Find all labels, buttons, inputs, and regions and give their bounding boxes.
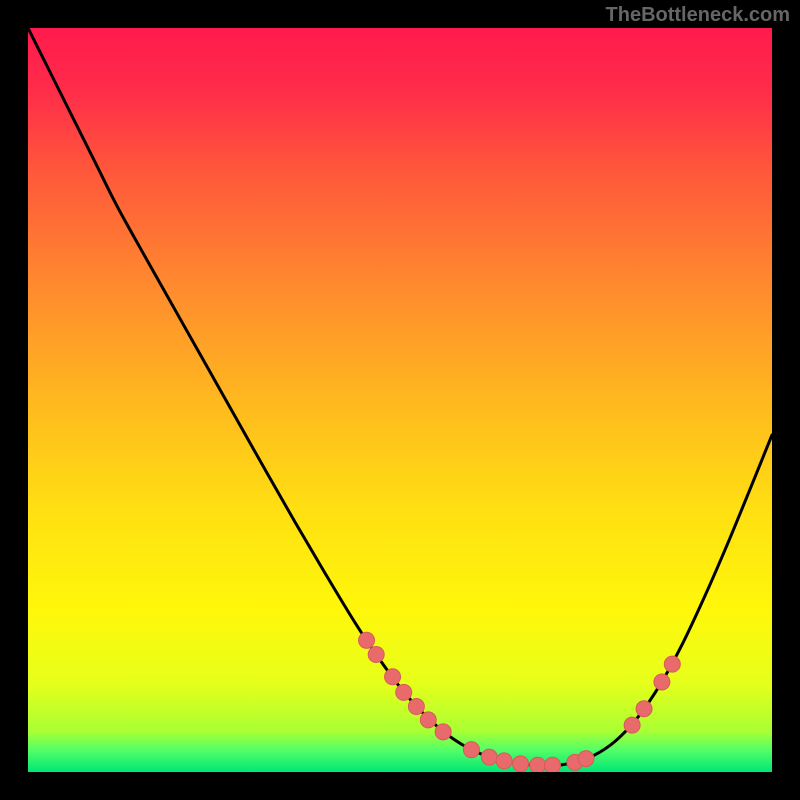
attribution-text: TheBottleneck.com <box>606 4 790 27</box>
curve-marker <box>545 757 561 772</box>
plot-area <box>28 28 772 772</box>
curve-marker <box>481 749 497 765</box>
chart-container: TheBottleneck.com <box>0 0 800 800</box>
curve-line <box>28 28 772 766</box>
curve-marker <box>396 684 412 700</box>
curve-marker <box>513 756 529 772</box>
curve-marker <box>420 712 436 728</box>
curve-marker <box>408 699 424 715</box>
curve-marker <box>435 724 451 740</box>
curve-marker <box>654 674 670 690</box>
curve-marker <box>636 701 652 717</box>
curve-marker <box>463 742 479 758</box>
curve-marker <box>368 646 384 662</box>
curve-marker <box>664 656 680 672</box>
bottleneck-curve <box>28 28 772 772</box>
curve-markers <box>359 632 681 772</box>
curve-marker <box>496 753 512 769</box>
curve-marker <box>530 757 546 772</box>
curve-marker <box>578 751 594 767</box>
curve-marker <box>624 717 640 733</box>
curve-marker <box>385 669 401 685</box>
curve-marker <box>359 632 375 648</box>
